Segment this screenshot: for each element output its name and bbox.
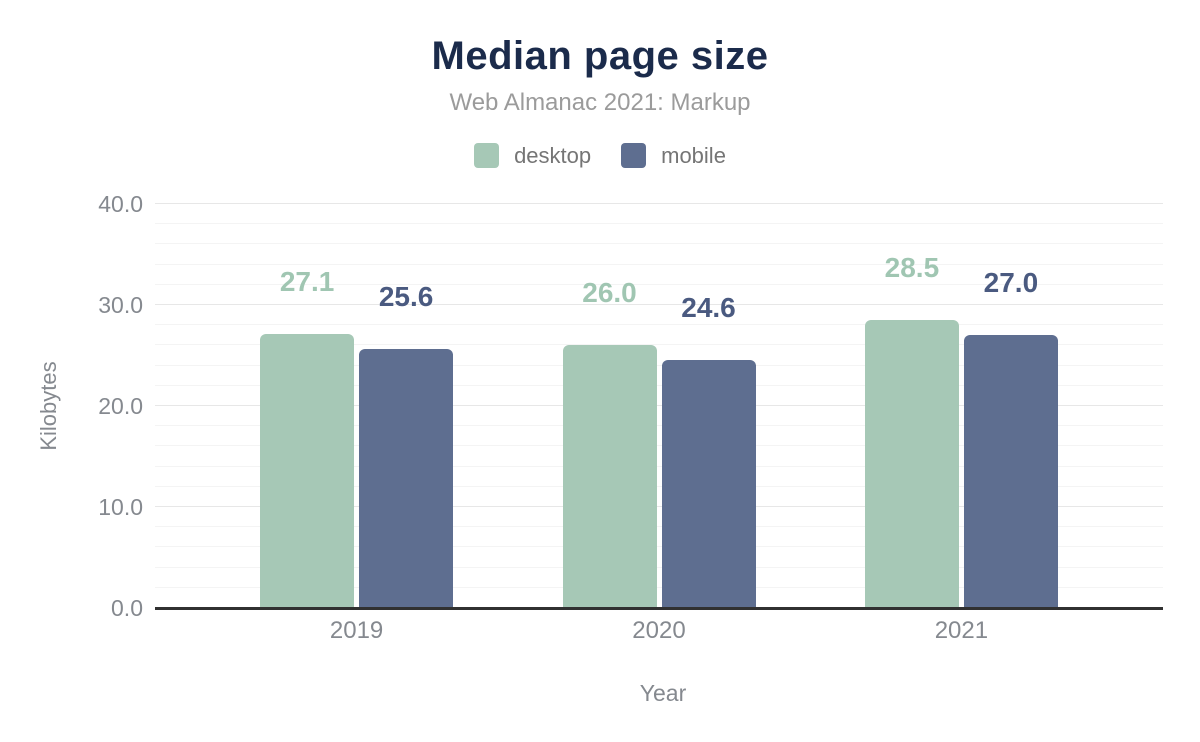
bar-mobile-2019: [359, 349, 454, 608]
gridline-minor: [155, 586, 1163, 588]
plot-area: 27.1 25.6 26.0 24.6 28.5 27.0: [155, 203, 1163, 610]
legend-item-mobile: mobile: [621, 143, 726, 168]
gridline-minor: [155, 384, 1163, 386]
gridline-minor: [155, 445, 1163, 447]
x-tick-2021: 2021: [934, 617, 989, 644]
value-label-mobile-2021: 27.0: [983, 267, 1039, 299]
gridline-minor: [155, 566, 1163, 568]
gridline-minor: [155, 465, 1163, 467]
y-tick-20.0: 20.0: [98, 392, 143, 419]
gridline-minor: [155, 364, 1163, 366]
value-label-desktop-2020: 26.0: [582, 277, 637, 309]
chart-title: Median page size: [431, 34, 769, 78]
bar-desktop-2021: [864, 320, 959, 608]
bar-mobile-2021: [963, 335, 1058, 608]
legend-label-desktop: desktop: [514, 143, 592, 168]
value-label-desktop-2021: 28.5: [884, 252, 940, 284]
gridline-major: [155, 506, 1163, 507]
legend-swatch-desktop: [474, 143, 500, 168]
y-tick-10.0: 10.0: [98, 493, 143, 520]
y-tick-30.0: 30.0: [98, 291, 143, 318]
legend-label-mobile: mobile: [661, 143, 726, 168]
gridline-major: [155, 304, 1163, 305]
x-tick-2019: 2019: [329, 617, 384, 644]
value-label-mobile-2020: 24.6: [681, 291, 736, 323]
gridline-major: [155, 405, 1163, 406]
gridline-minor: [155, 546, 1163, 548]
gridline-minor: [155, 485, 1163, 487]
gridline-minor: [155, 324, 1163, 326]
gridline-major: [155, 203, 1163, 204]
legend-swatch-mobile: [621, 143, 647, 168]
legend-item-desktop: desktop: [474, 143, 591, 168]
gridline-minor: [155, 223, 1163, 225]
gridline-minor: [155, 344, 1163, 346]
bar-mobile-2020: [661, 359, 756, 608]
bar-desktop-2020: [562, 345, 657, 608]
chart-subtitle: Web Almanac 2021: Markup: [449, 89, 751, 116]
value-label-desktop-2019: 27.1: [279, 266, 335, 298]
x-tick-2020: 2020: [632, 617, 686, 644]
gridline-minor: [155, 263, 1163, 265]
value-label-mobile-2019: 25.6: [378, 281, 434, 313]
x-axis-line: [155, 607, 1163, 610]
bar-desktop-2019: [260, 334, 355, 608]
x-axis-title: Year: [639, 680, 687, 706]
gridline-minor: [155, 243, 1163, 245]
legend: desktop mobile: [0, 142, 1200, 169]
y-tick-0.0: 0.0: [111, 594, 143, 621]
y-tick-40.0: 40.0: [98, 190, 143, 217]
gridline-minor: [155, 425, 1163, 427]
gridline-minor: [155, 526, 1163, 528]
gridline-minor: [155, 283, 1163, 285]
